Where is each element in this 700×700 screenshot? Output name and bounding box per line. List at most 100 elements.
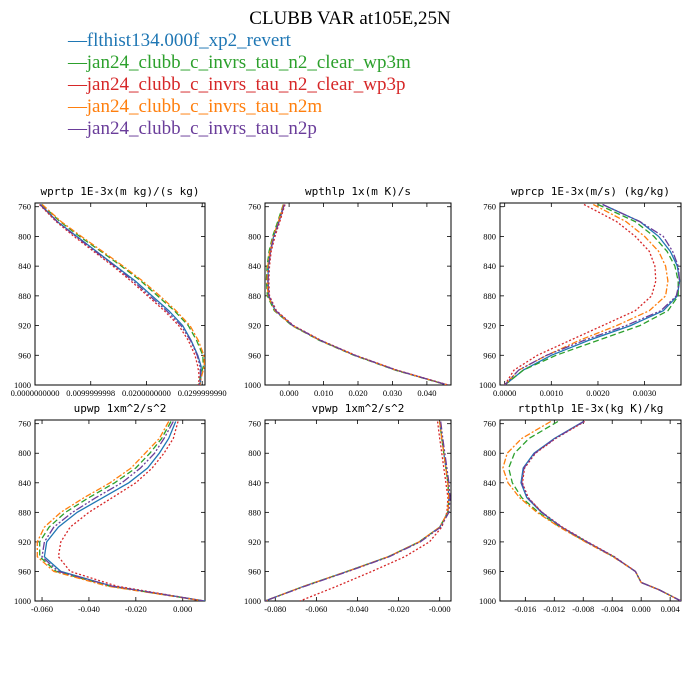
y-tick-label: 880 [483, 291, 496, 301]
x-tick-label: -0.016 [514, 604, 536, 614]
x-tick-label: 0.000 [173, 604, 192, 614]
figure-title: CLUBB VAR at105E,25N [249, 8, 451, 29]
series-line-5 [267, 204, 448, 385]
y-tick-label: 1000 [479, 596, 496, 606]
y-tick-label: 840 [18, 478, 31, 488]
y-tick-label: 880 [248, 291, 261, 301]
y-tick-label: 960 [18, 566, 31, 576]
y-tick-label: 1000 [244, 380, 261, 390]
legend-label: jan24_clubb_c_invrs_tau_n2_clear_wp3m [86, 52, 411, 73]
series-line-1 [267, 204, 448, 385]
y-tick-label: 920 [483, 537, 496, 547]
x-tick-label: -0.008 [572, 604, 594, 614]
series-line-5 [521, 420, 681, 601]
series-line-4 [41, 204, 205, 385]
y-tick-label: 880 [18, 291, 31, 301]
x-tick-label: 0.0000000000 [11, 388, 60, 398]
x-tick-label: -0.060 [305, 604, 327, 614]
y-tick-label: 840 [248, 261, 261, 271]
y-tick-label: 920 [248, 537, 261, 547]
series-line-4 [502, 420, 681, 601]
series-line-2 [265, 204, 448, 385]
y-tick-label: 840 [483, 478, 496, 488]
series-line-4 [504, 203, 669, 385]
panel-title: wprcp 1E-3x(m/s) (kg/kg) [511, 185, 670, 198]
series-line-2 [41, 204, 204, 385]
y-tick-label: 880 [18, 507, 31, 517]
y-tick-label: 800 [18, 448, 31, 458]
legend-label: jan24_clubb_c_invrs_tau_n2_clear_wp3p [86, 74, 406, 95]
x-tick-label: 0.020 [348, 388, 367, 398]
series-line-1 [40, 204, 202, 385]
y-tick-label: 760 [483, 202, 496, 212]
x-tick-label: 0.000 [280, 388, 299, 398]
x-tick-label: -0.004 [601, 604, 624, 614]
plot-frame [34, 202, 206, 386]
panel-5: vpwp 1xm^2/s^27608008408809209601000-0.0… [244, 402, 452, 614]
y-tick-label: 760 [483, 419, 496, 429]
y-tick-label: 1000 [14, 380, 31, 390]
x-tick-label: -0.012 [543, 604, 565, 614]
y-tick-label: 960 [248, 566, 261, 576]
y-tick-label: 840 [18, 261, 31, 271]
y-tick-label: 800 [483, 231, 496, 241]
y-tick-label: 800 [483, 448, 496, 458]
panel-title: wprtp 1E-3x(m kg)/(s kg) [41, 185, 200, 198]
series-line-4 [266, 204, 448, 385]
x-tick-label: -0.000 [429, 604, 451, 614]
x-tick-label: 0.0030 [633, 388, 656, 398]
x-tick-label: -0.040 [78, 604, 100, 614]
y-tick-label: 920 [18, 537, 31, 547]
y-tick-label: 800 [248, 231, 261, 241]
legend-label: jan24_clubb_c_invrs_tau_n2p [86, 118, 317, 139]
x-tick-label: 0.0000 [493, 388, 516, 398]
y-tick-label: 760 [18, 419, 31, 429]
legend-label: jan24_clubb_c_invrs_tau_n2m [86, 96, 323, 117]
series-line-3 [39, 204, 200, 385]
series-line-4 [265, 421, 450, 601]
x-tick-label: 0.010 [314, 388, 333, 398]
panel-title: wpthlp 1x(m K)/s [305, 185, 411, 198]
plot-frame [499, 419, 682, 602]
x-tick-label: 0.000 [632, 604, 651, 614]
series-line-3 [504, 203, 657, 385]
series-line-2 [504, 203, 679, 385]
series-line-3 [521, 420, 681, 601]
y-tick-label: 760 [18, 202, 31, 212]
y-tick-label: 880 [483, 507, 496, 517]
panel-title: upwp 1xm^2/s^2 [74, 402, 167, 415]
y-tick-label: 960 [483, 350, 496, 360]
series-line-1 [265, 421, 450, 601]
legend-label: flthist134.000f_xp2_revert [86, 30, 291, 51]
x-tick-label: 0.040 [417, 388, 436, 398]
series-line-5 [39, 204, 202, 385]
x-tick-label: 0.0099999998 [66, 388, 115, 398]
x-tick-label: 0.0020 [586, 388, 609, 398]
series-line-1 [520, 420, 681, 601]
legend-item-4: — jan24_clubb_c_invrs_tau_n2m [68, 96, 411, 118]
series-line-5 [265, 421, 451, 601]
x-tick-label: -0.060 [31, 604, 53, 614]
y-tick-label: 920 [483, 321, 496, 331]
series-line-5 [504, 203, 681, 385]
y-tick-label: 800 [248, 448, 261, 458]
panel-1: wprtp 1E-3x(m kg)/(s kg) 760 800 840 880 920 9… [11, 185, 227, 398]
panel-3: wprcp 1E-3x(m/s) (kg/kg) 760 800 840 880 920 9… [479, 185, 682, 398]
x-tick-label: 0.004 [661, 604, 681, 614]
legend-item-5: — jan24_clubb_c_invrs_tau_n2p [68, 118, 411, 140]
panel-title: vpwp 1xm^2/s^2 [312, 402, 405, 415]
x-tick-label: 0.0010 [540, 388, 563, 398]
series-line-3 [268, 204, 449, 385]
panel-title: rtpthlp 1E-3x(kg K)/kg [518, 402, 664, 415]
y-tick-label: 840 [248, 478, 261, 488]
legend-item-3: — jan24_clubb_c_invrs_tau_n2_clear_wp3p [68, 74, 411, 96]
plot-frame [264, 419, 452, 602]
x-tick-label: 0.0200000000 [122, 388, 171, 398]
y-tick-label: 1000 [479, 380, 496, 390]
y-tick-label: 840 [483, 261, 496, 271]
panel-2: wpthlp 1x(m K)/s 760 800 840 880 920 960 1000 0.… [244, 185, 452, 398]
series-line-1 [504, 203, 681, 385]
series-line-2 [265, 421, 450, 601]
y-tick-label: 1000 [244, 596, 261, 606]
series-line-2 [508, 420, 681, 601]
